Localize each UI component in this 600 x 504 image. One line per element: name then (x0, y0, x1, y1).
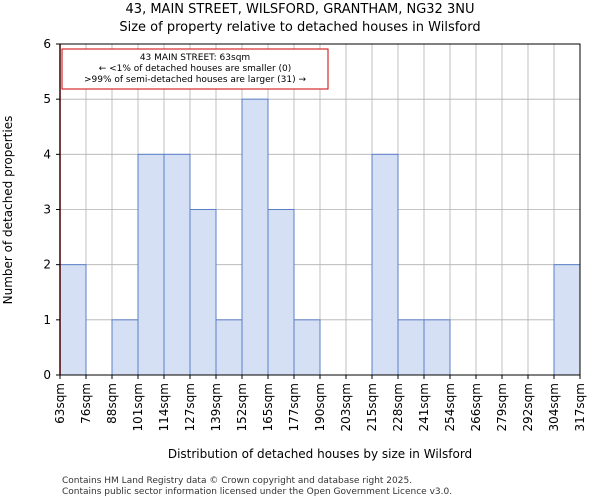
bar-101sqm (137, 153, 165, 376)
x-tick-label: 76sqm (79, 383, 93, 424)
x-tick-label: 88sqm (105, 383, 119, 424)
x-tick-label: 228sqm (391, 383, 405, 431)
x-tick-label: 266sqm (469, 383, 483, 431)
x-axis-label: Distribution of detached houses by size … (168, 447, 472, 461)
x-tick-label: 215sqm (365, 383, 379, 431)
y-tick-label: 5 (43, 92, 51, 106)
y-axis-ticks: 0 1 2 3 4 5 6 (43, 37, 60, 382)
x-tick-label: 165sqm (261, 383, 275, 431)
x-tick-label: 177sqm (287, 383, 301, 431)
bar-177sqm (293, 319, 321, 376)
bar-114sqm (163, 153, 191, 376)
x-axis-ticks: 63sqm 76sqm 88sqm 101sqm 114sqm 127sqm 139sqm 1… (53, 375, 587, 431)
annotation-line-3: >99% of semi-detached houses are larger … (84, 75, 307, 85)
x-tick-label: 127sqm (183, 383, 197, 431)
annotation-box: 43 MAIN STREET: 63sqm ← <1% of detached … (61, 48, 329, 90)
x-tick-label: 203sqm (339, 383, 353, 431)
bar-139sqm (215, 319, 243, 376)
bar-127sqm (189, 209, 217, 376)
bar-88sqm (111, 319, 139, 376)
y-tick-label: 4 (43, 147, 51, 161)
y-tick-label: 1 (43, 313, 51, 327)
x-tick-label: 241sqm (417, 383, 431, 431)
x-tick-label: 254sqm (443, 383, 457, 431)
x-tick-label: 63sqm (53, 383, 67, 424)
bar-228sqm (397, 319, 425, 376)
x-tick-label: 304sqm (547, 383, 561, 431)
x-tick-label: 114sqm (157, 383, 171, 431)
bar-304sqm (553, 264, 581, 376)
bar-63sqm (59, 264, 87, 376)
footer-line-1: Contains HM Land Registry data © Crown c… (62, 476, 412, 486)
x-tick-label: 139sqm (209, 383, 223, 431)
x-tick-label: 292sqm (521, 383, 535, 431)
annotation-line-1: 43 MAIN STREET: 63sqm (140, 53, 250, 63)
annotation-line-2: ← <1% of detached houses are smaller (0) (99, 64, 292, 74)
y-axis-label: Number of detached properties (1, 116, 15, 305)
y-tick-label: 6 (43, 37, 51, 51)
bar-152sqm (241, 98, 269, 376)
bar-241sqm (423, 319, 451, 376)
y-tick-label: 0 (43, 368, 51, 382)
y-tick-label: 3 (43, 203, 51, 217)
x-tick-label: 279sqm (495, 383, 509, 431)
x-tick-label: 317sqm (573, 383, 587, 431)
y-tick-label: 2 (43, 258, 51, 272)
bar-215sqm (371, 153, 399, 376)
chart-subtitle: Size of property relative to detached ho… (119, 20, 480, 35)
chart-title: 43, MAIN STREET, WILSFORD, GRANTHAM, NG3… (126, 2, 475, 17)
bars (59, 98, 581, 376)
x-tick-label: 190sqm (313, 383, 327, 431)
x-tick-label: 152sqm (235, 383, 249, 431)
bar-165sqm (267, 209, 295, 376)
footer-line-2: Contains public sector information licen… (62, 487, 452, 497)
x-tick-label: 101sqm (131, 383, 145, 431)
